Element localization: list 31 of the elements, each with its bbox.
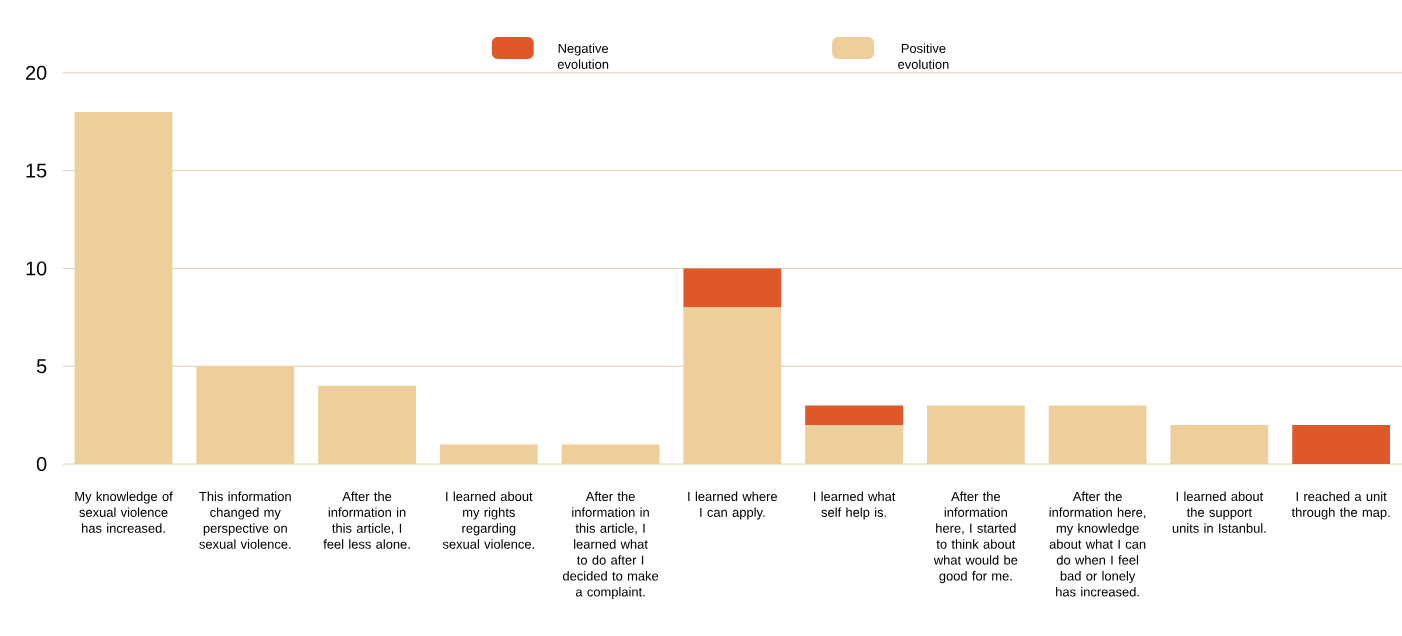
x-tick-label: I learned where I can apply. (688, 491, 777, 520)
bar (1292, 425, 1391, 465)
x-tick-label: My knowledge of sexual violence has increased. (75, 491, 173, 533)
x-tick-label: This information changed my perspective on sexual violence. (199, 491, 291, 549)
y-tick-label: 10 (26, 261, 47, 276)
x-tick-label: After the information here, my knowledge about what I can do when I feel bad or lonely has increased. (1049, 491, 1146, 597)
y-tick-label: 5 (36, 359, 47, 374)
x-tick-label: I learned about my rights regarding sexual violence. (442, 491, 534, 549)
bar (683, 307, 782, 465)
bar (805, 425, 903, 465)
bar (805, 405, 903, 426)
bar (74, 112, 173, 465)
bar (561, 444, 660, 465)
x-tick-label: After the information here, I started to think about what would be good for me. (933, 491, 1018, 584)
y-tick-label: 15 (26, 163, 47, 178)
legend-label: Negative evolution (557, 43, 609, 70)
bar (196, 366, 295, 465)
bar (926, 405, 1025, 465)
y-tick-label: 20 (26, 65, 47, 80)
bar (1170, 425, 1269, 465)
y-tick-label: 0 (36, 457, 47, 472)
bar (318, 385, 416, 465)
x-tick-label: I learned about the support units in Istanbul. (1172, 491, 1266, 533)
bar (439, 444, 538, 465)
legend-label: Positive evolution (898, 43, 949, 70)
bar (1048, 405, 1147, 465)
x-tick-label: After the information in this article, I learned what to do after I decided to make a complaint. (562, 491, 659, 600)
x-tick-label: I learned what self help is. (813, 491, 896, 520)
x-tick-label: After the information in this article, I feel less alone. (323, 491, 410, 549)
x-tick-label: I reached a unit through the map. (1291, 491, 1390, 520)
bar (683, 268, 782, 308)
